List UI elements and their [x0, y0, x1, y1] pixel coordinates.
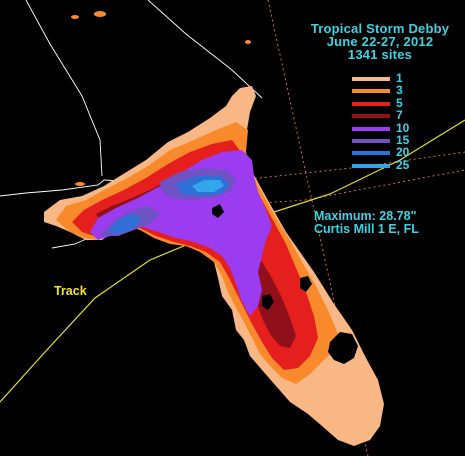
legend-label: 3	[396, 83, 403, 98]
legend-label: 1	[396, 71, 403, 85]
legend-item: 10	[352, 120, 462, 135]
legend-swatch	[352, 126, 390, 131]
dry-area-2	[300, 276, 312, 292]
rainfall-contours	[44, 86, 384, 446]
border-fl-al	[0, 179, 105, 197]
grid-lines	[124, 0, 465, 456]
title-line-2: June 22-27, 2012	[326, 34, 434, 49]
patch-3	[245, 40, 251, 44]
patch-2	[71, 15, 79, 19]
legend-swatch	[352, 89, 390, 94]
legend-swatch	[352, 151, 390, 156]
title-line-1: Tropical Storm Debby	[310, 21, 450, 36]
maximum-location: Curtis Mill 1 E, FL	[314, 222, 419, 236]
grid-line-latitude-2	[189, 169, 465, 209]
legend-label: 7	[396, 108, 403, 123]
title-line-3: 1341 sites	[347, 47, 413, 62]
legend-item: 20	[352, 145, 462, 160]
border-al-ga	[25, 0, 103, 177]
map-title: Tropical Storm Debby June 22-27, 2012 13…	[300, 22, 460, 61]
legend-label: 15	[396, 132, 410, 147]
legend-swatch	[352, 163, 390, 168]
legend: 1 3 5 7 10 15 20 25	[352, 71, 462, 172]
legend-item: 1	[352, 71, 462, 85]
legend-item: 3	[352, 83, 462, 98]
legend-swatch	[352, 101, 390, 106]
band-20	[108, 214, 142, 234]
legend-label: 10	[396, 120, 410, 135]
grid-line-latitude-1	[124, 151, 465, 186]
track-label: Track	[54, 284, 87, 298]
legend-item: 5	[352, 95, 462, 110]
legend-item: 25	[352, 157, 462, 172]
legend-swatch	[352, 77, 390, 81]
legend-item: 7	[352, 108, 462, 123]
legend-label: 5	[396, 95, 403, 110]
legend-label: 25	[396, 157, 410, 172]
patch-1	[94, 11, 106, 17]
maximum-info: Maximum: 28.78" Curtis Mill 1 E, FL	[314, 210, 462, 236]
dry-area-3	[248, 138, 260, 152]
legend-item: 15	[352, 132, 462, 147]
legend-label: 20	[396, 145, 410, 160]
dry-area-4	[212, 204, 224, 218]
legend-swatch	[352, 138, 390, 143]
legend-swatch	[352, 114, 390, 119]
border-ga-sc	[147, 0, 263, 99]
lake-okeechobee	[328, 332, 358, 364]
dry-area-1	[262, 294, 274, 310]
band-25	[192, 180, 224, 192]
maximum-value: Maximum: 28.78"	[314, 209, 417, 223]
scattered-patches	[71, 11, 251, 186]
patch-4	[75, 182, 85, 186]
